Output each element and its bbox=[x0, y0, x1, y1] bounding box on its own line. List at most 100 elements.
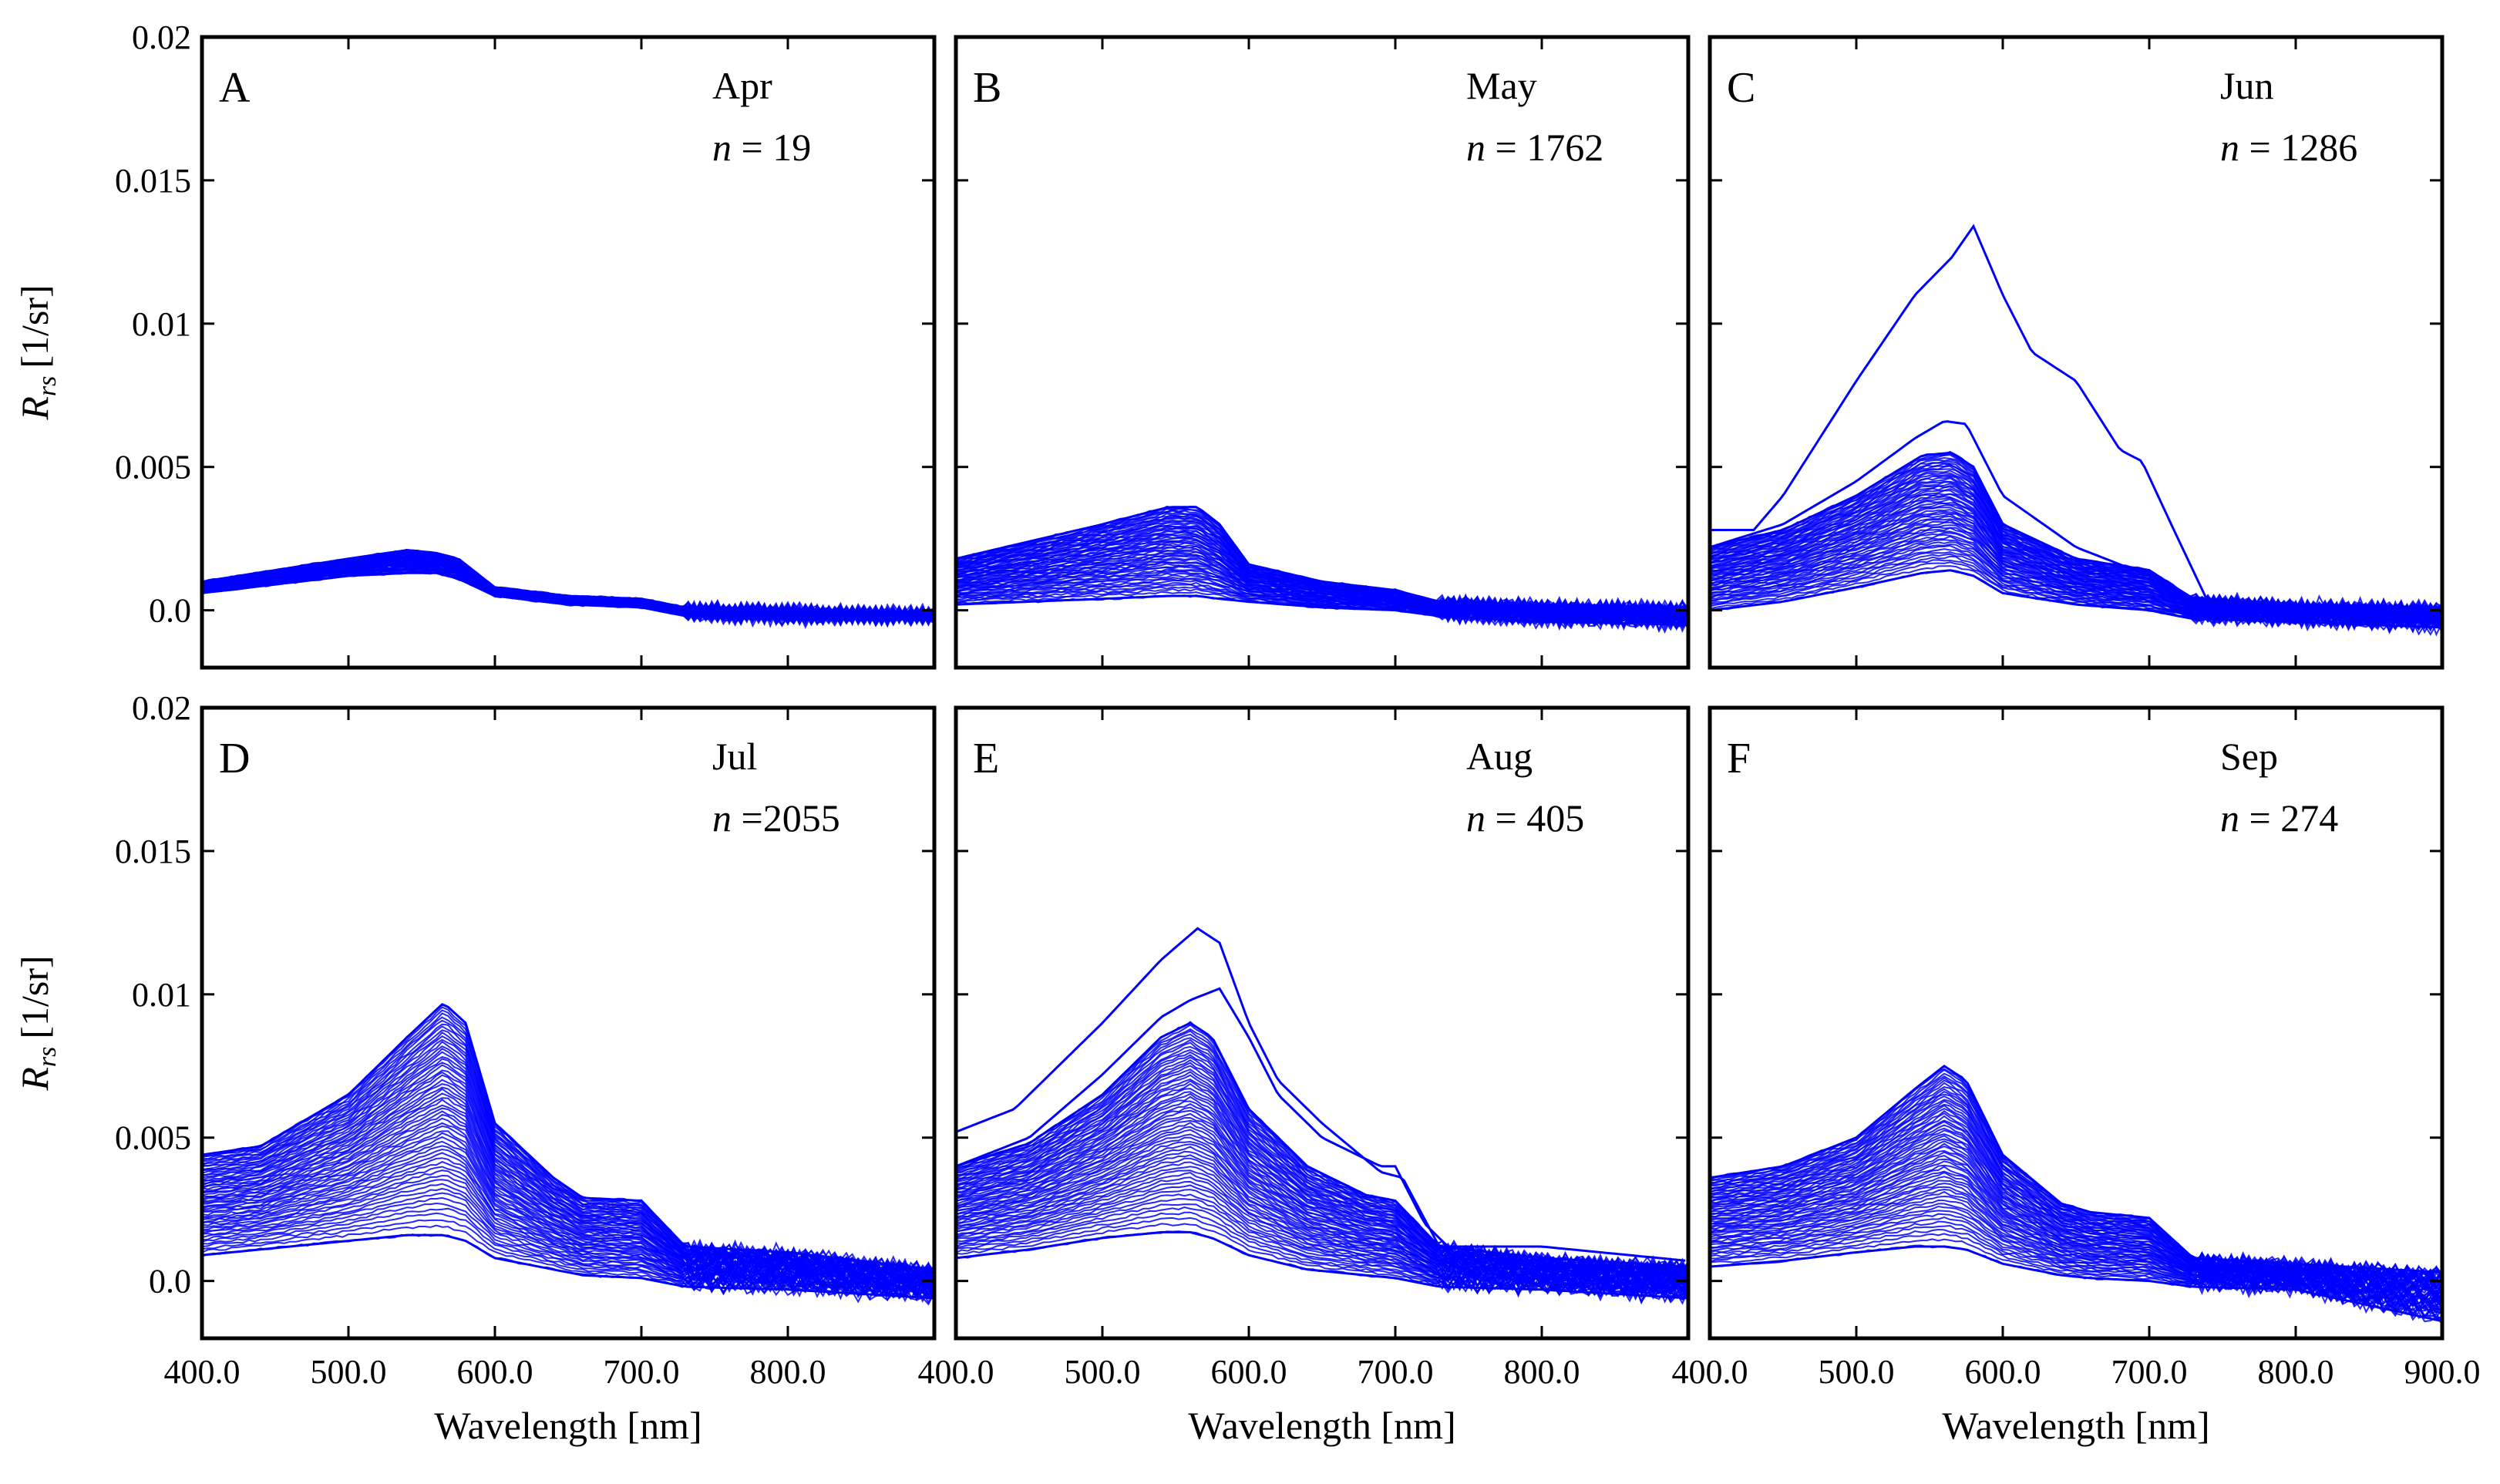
spectrum-envelope-low bbox=[202, 571, 934, 621]
spectrum-line bbox=[956, 1091, 1688, 1284]
x-tick-label: 500.0 bbox=[311, 1353, 387, 1391]
panel-letter: F bbox=[1727, 735, 1751, 782]
x-tick-label: 500.0 bbox=[1065, 1353, 1141, 1391]
panel-letter: B bbox=[973, 64, 1001, 112]
spectrum-line bbox=[956, 1146, 1688, 1291]
spectrum-envelope-low bbox=[202, 1233, 934, 1300]
x-tick-label: 800.0 bbox=[750, 1353, 826, 1391]
spectra-curves bbox=[202, 548, 934, 630]
panel-letter: A bbox=[219, 64, 251, 112]
panel-e: 400.0 500.0 600.0 700.0 800.0 E Aug n = 405 bbox=[918, 705, 1691, 1391]
spectrum-line bbox=[202, 1148, 934, 1294]
panel-month: Apr bbox=[712, 64, 772, 107]
x-tick-label: 700.0 bbox=[604, 1353, 680, 1391]
y-tick-label: 0.0 bbox=[149, 592, 191, 630]
spectra-curves bbox=[956, 505, 1688, 634]
x-tick-label: 400.0 bbox=[164, 1353, 241, 1391]
spectrum-line bbox=[202, 1152, 934, 1293]
panel-sample-count: n = 405 bbox=[1466, 796, 1584, 840]
panel-frame bbox=[200, 35, 937, 670]
spectrum-line bbox=[1710, 1164, 2442, 1304]
y-tick-label: 0.0 bbox=[149, 1263, 191, 1301]
spectrum-envelope-high bbox=[202, 549, 934, 614]
x-tick-label: 500.0 bbox=[1819, 1353, 1895, 1391]
outlier-spectrum-1 bbox=[956, 927, 1686, 1262]
y-tick-label: 0.02 bbox=[132, 19, 191, 56]
spectrum-envelope-high bbox=[202, 1003, 934, 1271]
panel-a: 0.0 0.005 0.01 0.015 0.02 A Apr n = 19 bbox=[115, 19, 937, 670]
panel-sample-count: n = 1762 bbox=[1466, 126, 1603, 169]
spectrum-line bbox=[956, 1203, 1688, 1299]
panel-month: Aug bbox=[1466, 735, 1533, 778]
panel-frame bbox=[200, 705, 937, 1341]
spectrum-envelope-high bbox=[956, 1021, 1688, 1268]
spectrum-line bbox=[202, 1110, 934, 1290]
spectrum-line bbox=[1710, 565, 2442, 632]
y-tick-label: 0.01 bbox=[132, 976, 191, 1014]
panel-b: B May n = 1762 bbox=[954, 35, 1691, 670]
spectrum-envelope-high bbox=[1710, 1064, 2442, 1274]
panel-month: Jul bbox=[712, 735, 757, 778]
spectrum-line bbox=[202, 1045, 934, 1280]
panel-d: 0.0 0.005 0.01 0.015 0.02 400.0 500.0 600.0 700.… bbox=[115, 689, 937, 1391]
x-tick-label: 600.0 bbox=[457, 1353, 533, 1391]
panel-sample-count: n = 19 bbox=[712, 126, 811, 169]
panel-letter: D bbox=[219, 735, 250, 782]
spectra-curves bbox=[1710, 224, 2442, 637]
x-axis-title: Wavelength [nm] bbox=[434, 1404, 702, 1447]
spectrum-line bbox=[1710, 1115, 2442, 1291]
y-tick-label: 0.015 bbox=[115, 162, 191, 200]
spectra-curves bbox=[1710, 1064, 2442, 1324]
panel-letter: E bbox=[973, 735, 999, 782]
panel-sample-count: n = 274 bbox=[2220, 796, 2338, 840]
panel-f: 400.0 500.0 600.0 700.0 800.0 900.0 F Sep n = 27… bbox=[1672, 705, 2481, 1391]
panel-month: Jun bbox=[2220, 64, 2273, 107]
outlier-spectrum-1 bbox=[1710, 224, 2440, 611]
y-tick-label: 0.005 bbox=[115, 449, 191, 486]
spectrum-line bbox=[1710, 1068, 2442, 1277]
y-tick-label: 0.015 bbox=[115, 833, 191, 870]
spectrum-line bbox=[956, 1154, 1688, 1295]
spectrum-envelope-low bbox=[956, 1230, 1688, 1300]
y-axis-title: Rrs[1/sr] bbox=[13, 955, 62, 1091]
x-tick-label: 600.0 bbox=[1965, 1353, 2041, 1391]
x-tick-label: 400.0 bbox=[918, 1353, 994, 1391]
panels: 0.0 0.005 0.01 0.015 0.02 A Apr n = 19 B May n = 1… bbox=[115, 19, 2481, 1391]
panel-sample-count: n = 1286 bbox=[2220, 126, 2357, 169]
panel-frame bbox=[1708, 35, 2444, 670]
panel-frame bbox=[954, 705, 1691, 1341]
spectrum-line bbox=[202, 1187, 934, 1298]
panel-letter: C bbox=[1727, 64, 1755, 112]
x-tick-label: 900.0 bbox=[2404, 1353, 2481, 1391]
x-tick-label: 600.0 bbox=[1211, 1353, 1287, 1391]
x-tick-label: 800.0 bbox=[1504, 1353, 1580, 1391]
spectrum-line bbox=[202, 549, 934, 621]
spectra-curves bbox=[956, 927, 1688, 1305]
spectrum-envelope-low bbox=[1710, 569, 2442, 629]
panel-month: May bbox=[1466, 64, 1537, 107]
x-tick-label: 800.0 bbox=[2258, 1353, 2334, 1391]
panel-sample-count: n =2055 bbox=[712, 796, 840, 840]
figure-labels: Rrs[1/sr] Wavelength [nm] Rrs[1/sr] Wavelen… bbox=[13, 284, 2210, 1447]
spectrum-line bbox=[956, 1112, 1688, 1288]
panel-c: C Jun n = 1286 bbox=[1708, 35, 2444, 670]
x-axis-title: Wavelength [nm] bbox=[1188, 1404, 1455, 1447]
spectrum-envelope-high bbox=[956, 506, 1688, 609]
spectrum-line bbox=[956, 1206, 1688, 1304]
spectrum-line bbox=[1710, 1195, 2442, 1314]
x-axis-title: Wavelength [nm] bbox=[1942, 1404, 2209, 1447]
spectrum-envelope-low bbox=[1710, 1245, 2442, 1323]
x-tick-label: 700.0 bbox=[2111, 1353, 2188, 1391]
x-tick-label: 700.0 bbox=[1358, 1353, 1434, 1391]
outlier-spectrum-2 bbox=[956, 987, 1686, 1277]
y-tick-label: 0.005 bbox=[115, 1119, 191, 1157]
y-tick-label: 0.02 bbox=[132, 689, 191, 727]
panel-frame bbox=[1708, 705, 2444, 1341]
y-tick-label: 0.01 bbox=[132, 305, 191, 343]
y-axis-title: Rrs[1/sr] bbox=[13, 284, 62, 420]
outlier-spectrum-2 bbox=[1710, 420, 2440, 612]
spectra-curves bbox=[202, 1003, 934, 1306]
panel-frame bbox=[954, 35, 1691, 670]
spectrum-line bbox=[1710, 1233, 2442, 1321]
